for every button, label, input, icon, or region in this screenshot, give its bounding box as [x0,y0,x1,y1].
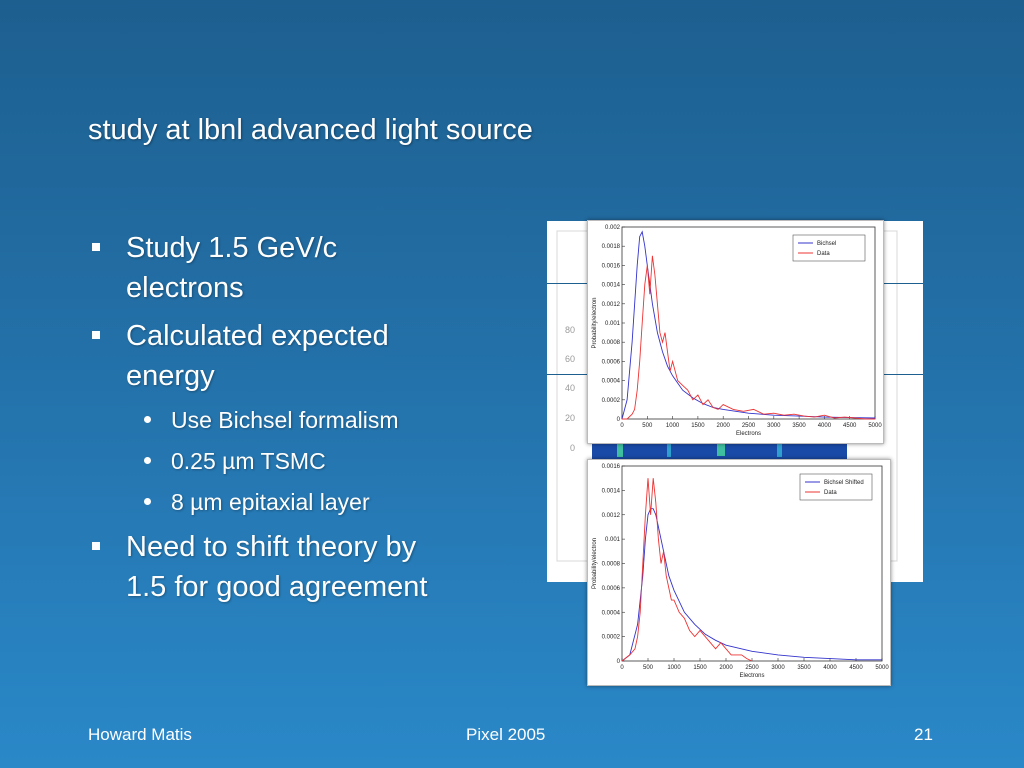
x-tick-label: 1000 [666,423,680,429]
background-tick-label: 20 [565,413,575,423]
x-tick-label: 4000 [823,665,837,671]
bullet-text-line: 8 µm epitaxial layer [171,489,370,515]
y-tick-label: 0.0016 [602,464,621,470]
series-line-data [621,478,753,662]
legend-label: Data [817,251,830,257]
x-tick-label: 1500 [691,423,705,429]
bullet-calculated-energy: Calculated expected energy [88,316,508,396]
y-tick-label: 0.0006 [602,586,621,592]
footer-event: Pixel 2005 [466,725,546,744]
bullet-text-line: Need to shift theory by [126,531,417,563]
square-bullet-icon [92,542,100,550]
background-tick-label: 0 [570,443,575,453]
footer-page-number: 21 [914,725,933,744]
series-line-bichsel-shifted [621,508,882,662]
x-tick-label: 1000 [667,665,681,671]
y-tick-label: 0.002 [605,225,621,231]
y-tick-label: 0.0002 [602,635,621,641]
y-tick-label: 0.0016 [602,263,621,269]
background-tick-label: 80 [565,325,575,335]
round-bullet-icon [144,498,151,505]
bullet-text-line: Calculated expected [126,320,389,352]
sub-bullet-bichsel: Use Bichsel formalism [88,404,508,436]
y-tick-label: 0.0014 [602,488,621,494]
footer-author: Howard Matis [88,725,192,744]
sub-bullet-epitaxial: 8 µm epitaxial layer [88,486,508,518]
bullet-text-line: energy [126,360,215,392]
bichsel-shifted-chart: 0 0.0002 0.0004 0.0006 0.0008 0.001 0.0012 0.00… [592,464,889,679]
legend-box [792,234,866,262]
x-tick-label: 2000 [719,665,733,671]
round-bullet-icon [144,416,151,423]
x-axis-label: Electrons [736,431,761,437]
bullet-list: Study 1.5 GeV/c electrons Calculated exp… [88,228,508,615]
y-tick-label: 0.001 [605,321,621,327]
x-tick-label: 4000 [818,423,832,429]
x-tick-label: 1500 [693,665,707,671]
background-tick-label: 60 [565,354,575,364]
x-tick-label: 500 [643,665,654,671]
x-tick-label: 2000 [717,423,731,429]
bullet-shift-theory: Need to shift theory by 1.5 for good agr… [88,527,508,607]
bichsel-chart: 0 0.0002 0.0004 0.0006 0.0008 0.001 0.0012 0.00… [592,225,882,437]
y-tick-label: 0 [617,659,621,665]
x-tick-label: 0 [620,665,624,671]
background-heatmap-cell [717,444,725,456]
y-tick-label: 0.0008 [602,340,621,346]
y-tick-label: 0.0012 [602,513,621,519]
bullet-text-line: 1.5 for good agreement [126,571,428,603]
series-line-data [622,255,875,420]
y-axis-label: Probability/electron [592,297,598,348]
y-tick-label: 0.0008 [602,562,621,568]
background-tick-group: 80 60 40 20 0 [565,325,575,453]
bullet-study-electrons: Study 1.5 GeV/c electrons [88,228,508,308]
x-tick-label: 3500 [792,423,806,429]
legend-label: Data [824,490,837,496]
sub-bullet-tsmc: 0.25 µm TSMC [88,445,508,477]
background-heatmap-cell [667,441,671,457]
x-tick-label: 2500 [745,665,759,671]
legend-label: Bichsel [817,241,836,247]
bullet-text-line: electrons [126,272,244,304]
legend-box [799,473,873,501]
x-tick-label: 0 [620,423,624,429]
y-tick-label: 0.0002 [602,398,621,404]
x-tick-label: 2500 [742,423,756,429]
bichsel-shifted-chart-figure: 0 0.0002 0.0004 0.0006 0.0008 0.001 0.0012 0.00… [587,459,891,686]
x-tick-label: 4500 [849,665,863,671]
square-bullet-icon [92,243,100,251]
bullet-text-line: Study 1.5 GeV/c [126,232,338,264]
bullet-text-line: Use Bichsel formalism [171,407,399,433]
x-tick-label: 3500 [797,665,811,671]
bichsel-chart-figure: 0 0.0002 0.0004 0.0006 0.0008 0.001 0.0012 0.00… [587,220,884,444]
background-tick-label: 40 [565,383,575,393]
x-tick-label: 5000 [875,665,889,671]
y-tick-label: 0 [617,417,621,423]
x-tick-label: 4500 [843,423,857,429]
y-tick-label: 0.0004 [602,610,621,616]
y-tick-label: 0.0018 [602,244,621,250]
round-bullet-icon [144,457,151,464]
slide-title: study at lbnl advanced light source [88,114,533,146]
x-tick-label: 3000 [771,665,785,671]
x-axis-label: Electrons [739,673,764,679]
x-tick-label: 500 [642,423,653,429]
x-tick-label: 3000 [767,423,781,429]
background-heatmap-cell [777,442,782,457]
y-axis-label: Probability/electron [592,538,598,589]
x-tick-label: 5000 [868,423,882,429]
y-tick-label: 0.0012 [602,302,621,308]
y-tick-label: 0.0004 [602,379,621,385]
y-tick-label: 0.0006 [602,359,621,365]
square-bullet-icon [92,331,100,339]
background-heatmap-cell [617,443,623,457]
y-tick-label: 0.001 [605,537,621,543]
y-tick-label: 0.0014 [602,283,621,289]
bullet-text-line: 0.25 µm TSMC [171,448,326,474]
legend-label: Bichsel Shifted [824,480,864,486]
